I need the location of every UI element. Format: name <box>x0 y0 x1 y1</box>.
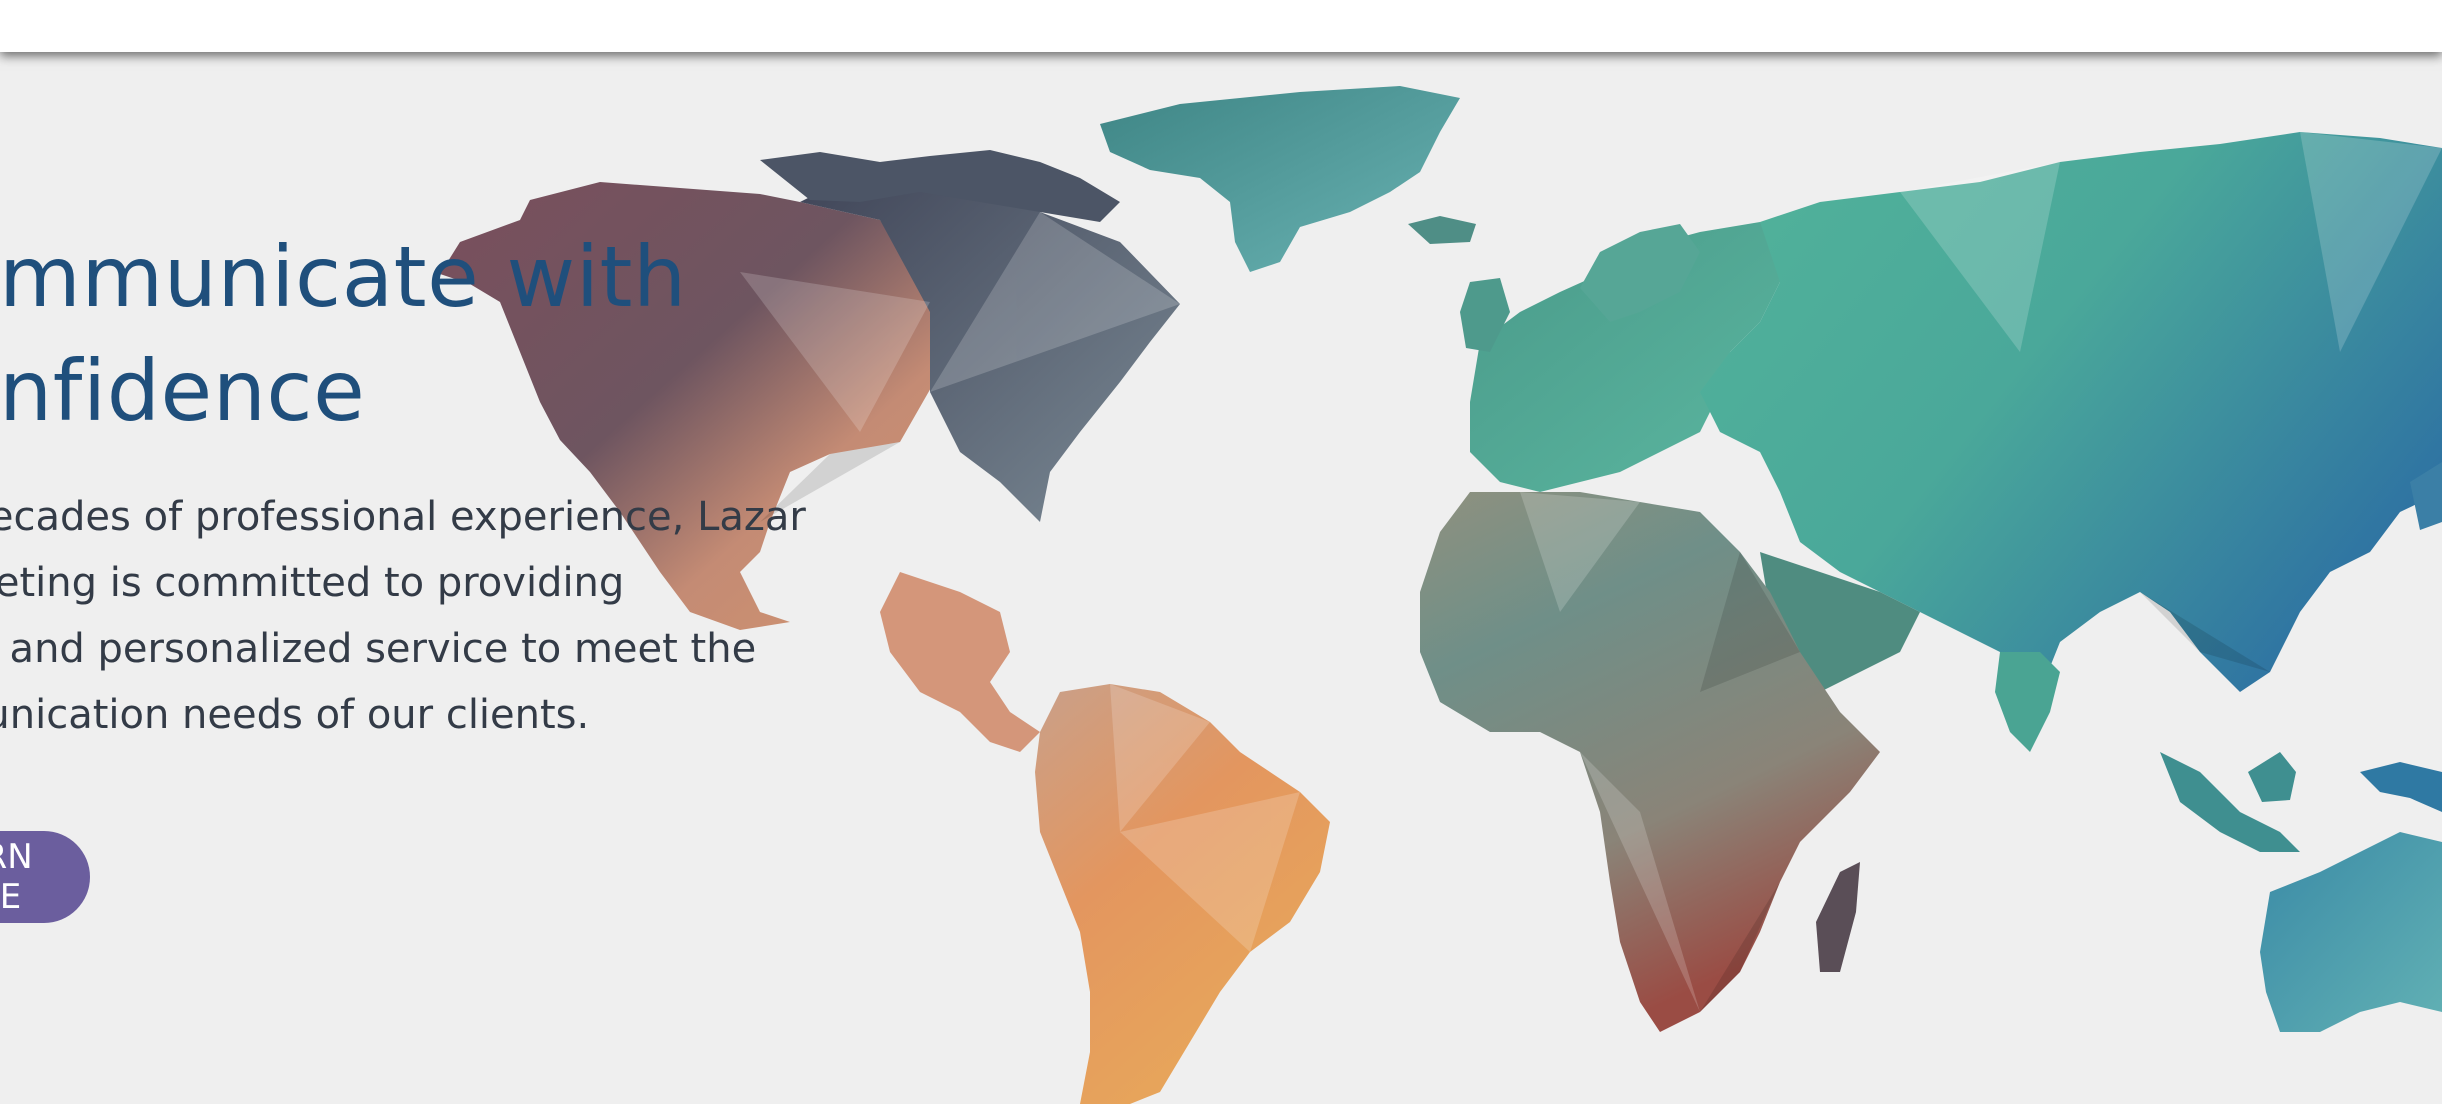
description-line-3: quality and personalized service to meet… <box>0 626 757 672</box>
hero-description: With decades of professional experience,… <box>0 484 806 748</box>
canada-shape <box>800 162 1180 522</box>
description-line-2: Interpreting is committed to providing <box>0 560 625 606</box>
headline-line-1: Communicate with <box>0 228 687 326</box>
polygon-shadows <box>760 442 2270 1012</box>
world-map-illustration <box>440 86 2442 1104</box>
south-america-shape <box>1035 684 1330 1104</box>
india-shape <box>1995 652 2060 752</box>
arctic-islands-shape <box>760 150 1120 222</box>
learn-more-button[interactable]: LEARN MORE <box>0 831 90 923</box>
north-america-shape <box>440 182 940 630</box>
hero-section: Communicate with Confidence With decades… <box>0 52 2442 1104</box>
southeast-asia-shape <box>2160 752 2300 852</box>
greenland-shape <box>1100 86 1460 272</box>
description-line-4: communication needs of our clients. <box>0 692 590 738</box>
islands-shape <box>2248 752 2296 802</box>
madagascar-shape <box>1816 862 1860 972</box>
africa-shape <box>1420 492 1880 1032</box>
japan-shape <box>2410 462 2442 530</box>
scandinavia-shape <box>1580 224 1700 322</box>
europe-shape <box>1470 222 1800 492</box>
asia-shape <box>1700 132 2442 692</box>
top-navigation-bar <box>0 0 2442 52</box>
iceland-shape <box>1408 216 1476 244</box>
british-isles-shape <box>1460 278 1510 352</box>
australia-shape <box>2260 832 2442 1032</box>
central-america-shape <box>880 572 1040 752</box>
hero-headline: Communicate with Confidence <box>0 220 687 448</box>
new-guinea-shape <box>2360 762 2442 812</box>
headline-line-2: Confidence <box>0 342 366 440</box>
polygon-facets <box>740 132 2442 1012</box>
description-line-1: With decades of professional experience,… <box>0 494 806 540</box>
